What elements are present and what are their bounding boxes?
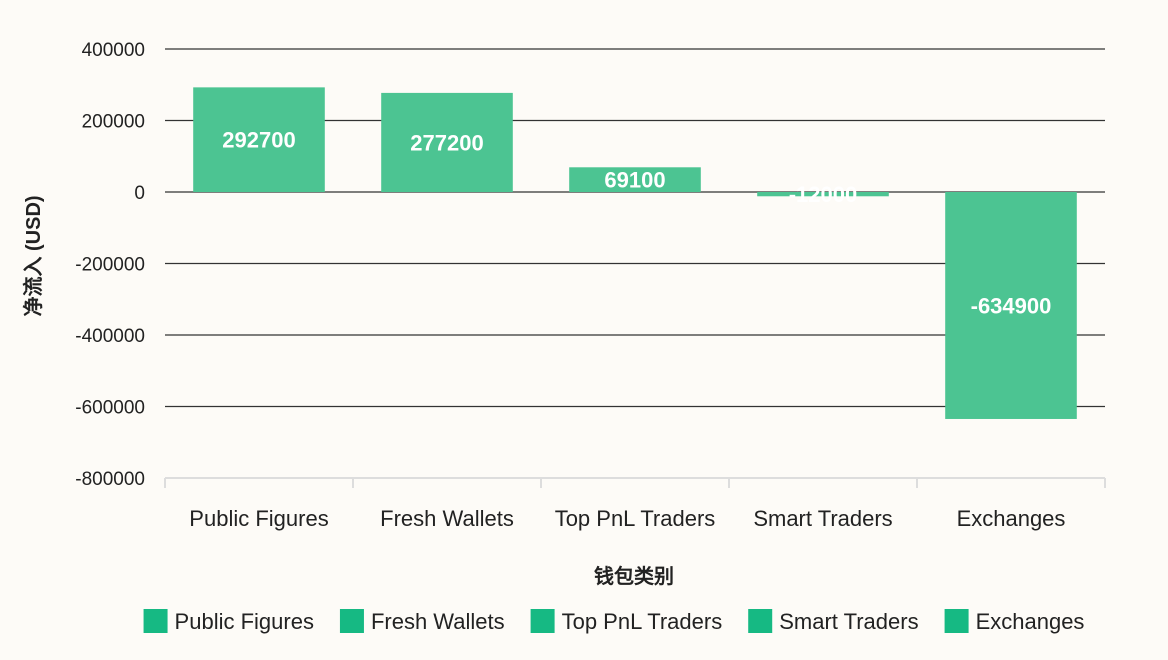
axis-layer: 400000 200000 0 -200000 -400000 -600000 -80000… — [75, 40, 1106, 531]
legend-swatch — [530, 609, 555, 633]
x-tick-label: Smart Traders — [753, 506, 892, 531]
legend-item[interactable]: Top PnL Traders — [530, 609, 723, 634]
legend-swatch — [944, 609, 969, 633]
y-axis-title: 净流入 (USD) — [21, 195, 45, 316]
labels-layer: 292700 277200 69100 -12000 -634900 — [222, 128, 1051, 319]
y-tick-label: 0 — [134, 183, 145, 204]
data-label: 277200 — [410, 130, 483, 155]
x-axis-title: 钱包类别 — [594, 564, 674, 588]
bar — [945, 192, 1077, 419]
legend-item[interactable]: Exchanges — [944, 609, 1085, 634]
data-label: 69100 — [604, 168, 665, 193]
legend-label: Exchanges — [976, 609, 1085, 634]
legend-swatch — [748, 609, 773, 633]
bar — [381, 92, 513, 192]
legend-label: Smart Traders — [779, 609, 918, 634]
legend-item[interactable]: Public Figures — [143, 609, 314, 634]
y-tick-label: -200000 — [75, 255, 145, 276]
legend-swatch — [339, 609, 364, 633]
y-tick-label: 400000 — [82, 40, 145, 61]
legend-label: Public Figures — [175, 609, 314, 634]
y-tick-label: -400000 — [75, 326, 145, 347]
bar — [757, 192, 889, 197]
y-tick-label: -600000 — [75, 398, 145, 419]
bar — [193, 87, 325, 192]
legend-item[interactable]: Smart Traders — [748, 609, 919, 634]
data-label: -634900 — [971, 293, 1052, 318]
legend-item[interactable]: Fresh Wallets — [339, 609, 505, 634]
bar — [569, 167, 701, 192]
legend-swatch — [143, 609, 168, 633]
y-tick-label: -800000 — [75, 469, 145, 490]
legend-label: Top PnL Traders — [562, 609, 723, 634]
data-label: -12000 — [789, 182, 858, 207]
x-tick-label: Fresh Wallets — [380, 506, 514, 531]
x-tick-label: Top PnL Traders — [555, 506, 716, 531]
bars-layer — [193, 87, 1077, 419]
data-label: 292700 — [222, 128, 295, 153]
legend: Public Figures Fresh Wallets Top PnL Trade… — [143, 609, 1085, 634]
legend-label: Fresh Wallets — [371, 609, 505, 634]
x-tick-label: Exchanges — [957, 506, 1066, 531]
y-tick-label: 200000 — [82, 112, 145, 133]
x-tick-label: Public Figures — [189, 506, 328, 531]
